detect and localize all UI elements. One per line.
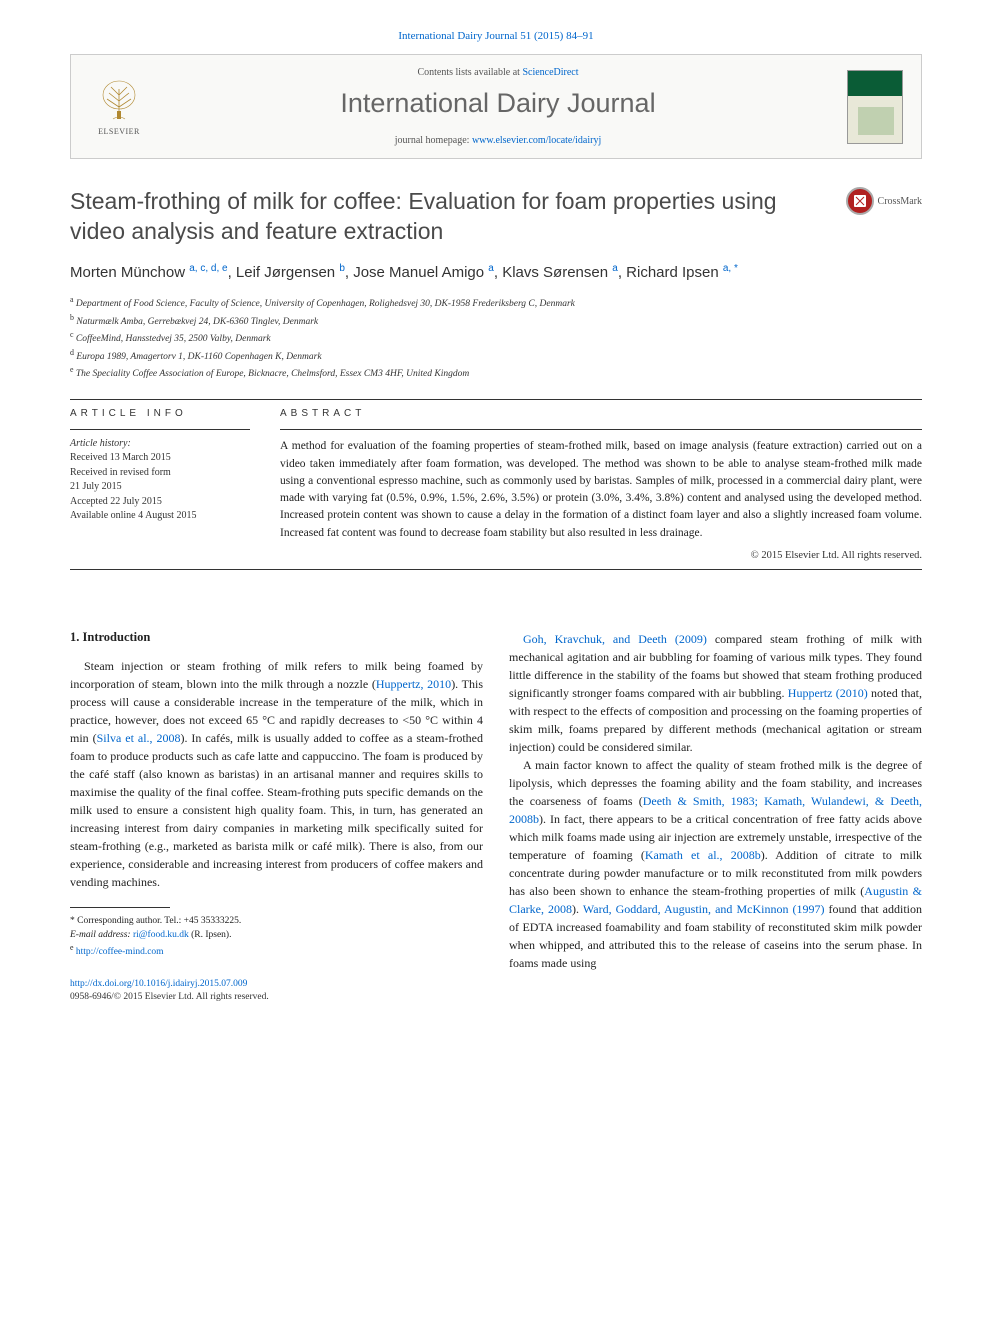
abstract-label: ABSTRACT — [280, 408, 922, 419]
journal-title: International Dairy Journal — [165, 88, 831, 119]
header-center: Contents lists available at ScienceDirec… — [165, 67, 831, 146]
affiliation-line: d Europa 1989, Amagertorv 1, DK-1160 Cop… — [70, 347, 922, 364]
history-items: Received 13 March 2015Received in revise… — [70, 451, 250, 524]
abstract-copyright: © 2015 Elsevier Ltd. All rights reserved… — [280, 550, 922, 561]
body-paragraph-r1: Goh, Kravchuk, and Deeth (2009) compared… — [509, 630, 922, 756]
crossmark-label: CrossMark — [878, 196, 922, 207]
intro-paragraph-1: Steam injection or steam frothing of mil… — [70, 657, 483, 891]
contents-available-line: Contents lists available at ScienceDirec… — [165, 67, 831, 78]
affiliation-line: c CoffeeMind, Hansstedvej 35, 2500 Valby… — [70, 329, 922, 346]
email-label: E-mail address: — [70, 930, 131, 940]
footnote-separator — [70, 907, 170, 908]
history-label: Article history: — [70, 438, 250, 449]
body-two-columns: 1. Introduction Steam injection or steam… — [70, 630, 922, 1005]
affiliation-line: e The Speciality Coffee Association of E… — [70, 364, 922, 381]
issn-copyright: 0958-6946/© 2015 Elsevier Ltd. All right… — [70, 992, 269, 1002]
article-info-label: ARTICLE INFO — [70, 408, 250, 419]
elsevier-logo[interactable]: ELSEVIER — [89, 72, 149, 142]
crossmark-widget[interactable]: CrossMark — [846, 187, 922, 215]
elsevier-tree-icon — [95, 77, 143, 125]
left-column: 1. Introduction Steam injection or steam… — [70, 630, 483, 1005]
corresponding-email-link[interactable]: ri@food.ku.dk — [133, 930, 189, 940]
corresponding-author-note: * Corresponding author. Tel.: +45 353332… — [70, 914, 483, 928]
abstract-text: A method for evaluation of the foaming p… — [280, 438, 922, 542]
doi-link[interactable]: http://dx.doi.org/10.1016/j.idairyj.2015… — [70, 979, 247, 989]
crossmark-icon — [846, 187, 874, 215]
title-row: Steam-frothing of milk for coffee: Evalu… — [70, 187, 922, 247]
elsevier-wordmark: ELSEVIER — [98, 127, 140, 136]
section-1-heading: 1. Introduction — [70, 630, 483, 645]
article-info-column: ARTICLE INFO Article history: Received 1… — [70, 408, 250, 561]
affiliation-line: a Department of Food Science, Faculty of… — [70, 294, 922, 311]
author-url-link[interactable]: http://coffee-mind.com — [76, 947, 164, 957]
author-list: Morten Münchow a, c, d, e, Leif Jørgense… — [70, 261, 922, 285]
body-paragraph-r2: A main factor known to affect the qualit… — [509, 756, 922, 972]
history-item: Accepted 22 July 2015 — [70, 495, 250, 510]
journal-header: ELSEVIER Contents lists available at Sci… — [70, 54, 922, 159]
separator-line — [280, 429, 922, 430]
journal-homepage-link[interactable]: www.elsevier.com/locate/idairyj — [472, 135, 601, 146]
journal-reference: International Dairy Journal 51 (2015) 84… — [70, 30, 922, 42]
article-title: Steam-frothing of milk for coffee: Evalu… — [70, 187, 836, 247]
sciencedirect-link[interactable]: ScienceDirect — [522, 67, 578, 78]
history-item: Available online 4 August 2015 — [70, 509, 250, 524]
affiliations-list: a Department of Food Science, Faculty of… — [70, 294, 922, 381]
doi-footer: http://dx.doi.org/10.1016/j.idairyj.2015… — [70, 978, 483, 1005]
author-url-footnote: e http://coffee-mind.com — [70, 942, 483, 959]
history-item: 21 July 2015 — [70, 480, 250, 495]
homepage-prefix: journal homepage: — [395, 135, 472, 146]
abstract-column: ABSTRACT A method for evaluation of the … — [280, 408, 922, 561]
separator-line — [70, 429, 250, 430]
email-name: (R. Ipsen). — [191, 930, 231, 940]
right-column: Goh, Kravchuk, and Deeth (2009) compared… — [509, 630, 922, 1005]
separator-line — [70, 569, 922, 570]
journal-cover-thumbnail[interactable] — [847, 70, 903, 144]
history-item: Received in revised form — [70, 466, 250, 481]
affiliation-line: b Naturmælk Amba, Gerrebækvej 24, DK-636… — [70, 312, 922, 329]
separator-line — [70, 399, 922, 400]
info-abstract-row: ARTICLE INFO Article history: Received 1… — [70, 408, 922, 561]
journal-homepage-line: journal homepage: www.elsevier.com/locat… — [165, 135, 831, 146]
email-footnote: E-mail address: ri@food.ku.dk (R. Ipsen)… — [70, 928, 483, 942]
history-item: Received 13 March 2015 — [70, 451, 250, 466]
contents-prefix: Contents lists available at — [417, 67, 522, 78]
